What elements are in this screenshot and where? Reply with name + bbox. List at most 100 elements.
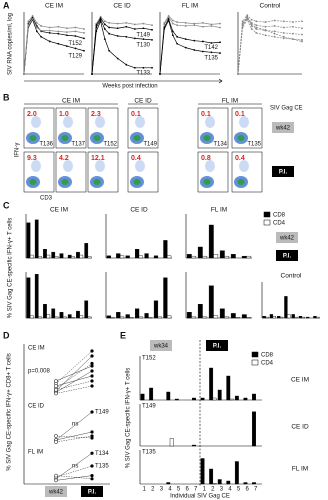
time-tag-label: P.I.: [279, 169, 288, 175]
cd8-bar: [67, 314, 72, 319]
legend-swatch: [263, 211, 271, 218]
cd8-bar: [51, 308, 56, 319]
chart-title: CE ID: [130, 207, 148, 214]
group-title: CE ID: [28, 404, 45, 410]
cd4-bar: [287, 314, 291, 319]
pi-point: [90, 477, 94, 481]
virus-point: [40, 25, 43, 27]
frequency: 2.0: [27, 111, 37, 118]
virus-line: [23, 16, 85, 75]
virus-point: [108, 21, 111, 24]
cd4-bar: [224, 316, 230, 319]
virus-line: [237, 17, 303, 75]
animal-id: T134: [95, 451, 109, 457]
y-axis-label: % SIV Gag CE-specific IFN-γ+ T cells: [8, 218, 14, 318]
cd4-bar: [202, 255, 208, 259]
time-tag: [276, 232, 298, 243]
x-tick-label: 3: [160, 487, 164, 493]
cd8-bar: [84, 243, 89, 259]
virus-point: [171, 34, 174, 37]
chart-title: CE IM: [45, 3, 63, 10]
virus-point: [167, 18, 170, 20]
pi-point: [90, 369, 94, 373]
virus-point: [65, 34, 68, 37]
cd8-bar: [43, 304, 47, 319]
virus-point: [184, 46, 187, 49]
virus-point: [219, 41, 221, 44]
cd8-bar: [26, 277, 31, 319]
y-axis-label: SIV RNA copies/ml, log: [8, 13, 14, 75]
cd8-bar: [230, 254, 236, 259]
virus-point: [282, 37, 285, 40]
time-tag-label: wk42: [48, 489, 64, 495]
time-tag-label: wk42: [279, 235, 295, 241]
virus-point: [264, 28, 267, 31]
chart-title: Control: [281, 273, 303, 280]
virus-point: [116, 27, 119, 30]
group-title: CE IM: [28, 346, 45, 352]
cd8-bar: [241, 314, 247, 319]
virus-point: [250, 28, 253, 30]
virus-point: [291, 25, 294, 28]
cd8-bar: [125, 255, 130, 259]
cd8-bar: [284, 296, 288, 319]
cd8-bar: [306, 316, 310, 319]
time-tag-label: P.I.: [88, 489, 97, 495]
virus-point: [103, 38, 106, 41]
virus-point: [99, 15, 102, 18]
virus-point: [291, 38, 294, 41]
virus-point: [116, 57, 119, 60]
cd8-bar: [200, 458, 205, 485]
cd8-bar: [219, 250, 225, 259]
series-label: T142: [204, 45, 218, 51]
virus-point: [250, 18, 253, 21]
time-tag: [206, 340, 228, 351]
virus-point: [273, 32, 276, 35]
x-tick-label: 6: [245, 487, 249, 493]
antigen-label: SIV Gag CE: [270, 106, 303, 112]
cd8-bar: [252, 393, 256, 401]
cd4-bar: [148, 317, 153, 319]
legend-swatch: [263, 219, 271, 226]
virus-point: [48, 26, 51, 29]
virus-point: [163, 23, 166, 26]
cd8-bar: [226, 375, 231, 401]
cd8-bar: [116, 253, 121, 259]
time-tag: [272, 122, 294, 133]
virus-line: [237, 14, 303, 75]
cd4-bar: [191, 316, 197, 319]
cd4-bar: [157, 316, 162, 319]
cd4-bar: [212, 397, 217, 401]
virus-point: [74, 47, 77, 50]
cd4-bar: [110, 317, 115, 319]
frequency: 12.1: [91, 155, 105, 162]
virus-line: [237, 16, 303, 75]
cd8-bar: [197, 304, 203, 319]
pi-point: [90, 361, 94, 366]
cd8-bar: [163, 277, 168, 319]
group-title: CE IM: [62, 98, 80, 105]
virus-point: [99, 17, 102, 20]
virus-point: [57, 30, 60, 33]
cd4-bar: [229, 398, 234, 401]
chart-title: FL IM: [211, 207, 227, 214]
cell-core: [29, 179, 37, 185]
virus-point: [201, 50, 204, 53]
virus-line: [23, 15, 85, 75]
cd4-bar: [213, 315, 219, 319]
virus-point: [246, 18, 249, 21]
virus-point: [282, 35, 285, 38]
cd4-bar: [235, 317, 241, 319]
virus-line: [91, 16, 153, 75]
virus-line: [159, 16, 221, 75]
cd4-bar: [54, 256, 59, 259]
cd8-bar: [241, 255, 247, 259]
series-label: T152: [68, 41, 82, 47]
cd4-bar: [294, 316, 298, 319]
virus-point: [219, 52, 221, 54]
virus-point: [250, 23, 253, 26]
x-tick-label: 6: [185, 487, 189, 493]
virus-point: [291, 21, 294, 23]
virus-point: [246, 14, 249, 16]
